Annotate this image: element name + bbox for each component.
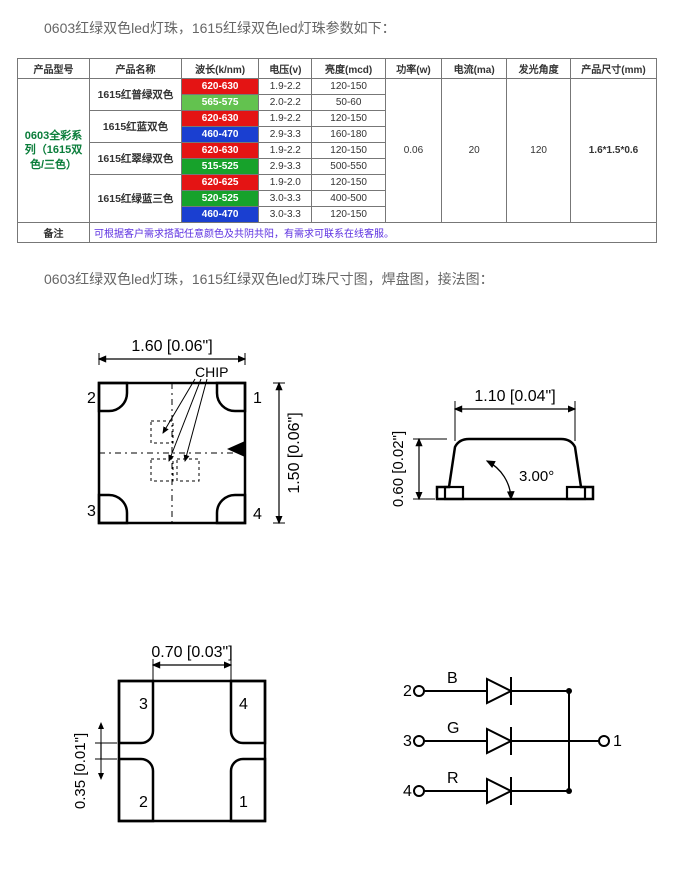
brightness-cell: 120-150 [312,143,385,159]
drawing-footprint: 0.70 [0.03"] 3 4 2 1 0.35 [0.01"] [72,644,265,821]
drawing-circuit: 2 3 4 1 B G R [403,670,622,805]
header-row: 产品型号 产品名称 波长(k/nm) 电压(v) 亮度(mcd) 功率(w) 电… [18,59,657,79]
spec-table: 产品型号 产品名称 波长(k/nm) 电压(v) 亮度(mcd) 功率(w) 电… [17,58,657,243]
product-name: 1615红翠绿双色 [90,143,182,175]
voltage-cell: 1.9-2.2 [259,79,312,95]
fp-width-label: 0.70 [0.03"] [151,644,232,661]
th-angle: 发光角度 [507,59,571,79]
th-name: 产品名称 [90,59,182,79]
angle-cell: 120 [507,79,571,223]
drawing-top-view: 1.60 [0.06"] CHIP 2 3 1 4 [87,338,303,523]
circ-n2: 2 [403,683,412,700]
drawing-side-view: 1.10 [0.04"] 3.00° 0.60 [0.02"] [390,388,593,507]
voltage-cell: 1.9-2.2 [259,143,312,159]
wavelength-cell: 620-630 [182,111,259,127]
fp-gap-label: 0.35 [0.01"] [72,733,89,809]
pin2-label: 2 [87,390,96,407]
voltage-cell: 2.9-3.3 [259,127,312,143]
fp-pin2: 2 [139,794,148,811]
wavelength-cell: 515-525 [182,159,259,175]
wavelength-cell: 460-470 [182,127,259,143]
note-row: 备注可根据客户需求搭配任意颜色及共阴共阳，有需求可联系在线客服。 [18,223,657,243]
th-voltage: 电压(v) [259,59,312,79]
pin4-label: 4 [253,506,262,523]
series-cell: 0603全彩系列（1615双色/三色） [18,79,90,223]
product-name: 1615红蓝双色 [90,111,182,143]
voltage-cell: 2.0-2.2 [259,95,312,111]
size-cell: 1.6*1.5*0.6 [571,79,657,223]
brightness-cell: 120-150 [312,79,385,95]
voltage-cell: 3.0-3.3 [259,191,312,207]
table-row: 0603全彩系列（1615双色/三色）1615红普绿双色620-6301.9-2… [18,79,657,95]
th-brightness: 亮度(mcd) [312,59,385,79]
wavelength-cell: 620-625 [182,175,259,191]
power-cell: 0.06 [385,79,441,223]
wavelength-cell: 460-470 [182,207,259,223]
note-text: 可根据客户需求搭配任意颜色及共阴共阳，有需求可联系在线客服。 [90,223,657,243]
th-model: 产品型号 [18,59,90,79]
fp-pin1: 1 [239,794,248,811]
brightness-cell: 50-60 [312,95,385,111]
brightness-cell: 160-180 [312,127,385,143]
th-current: 电流(ma) [442,59,507,79]
wavelength-cell: 565-575 [182,95,259,111]
side-height-label: 0.60 [0.02"] [390,431,407,507]
brightness-cell: 500-550 [312,159,385,175]
brightness-cell: 120-150 [312,111,385,127]
th-wavelength: 波长(k/nm) [182,59,259,79]
wavelength-cell: 620-630 [182,79,259,95]
th-size: 产品尺寸(mm) [571,59,657,79]
brightness-cell: 120-150 [312,175,385,191]
note-label: 备注 [18,223,90,243]
fp-pin4: 4 [239,696,248,713]
side-width-label: 1.10 [0.04"] [474,388,555,405]
caption-drawings: 0603红绿双色led灯珠，1615红绿双色led灯珠尺寸图，焊盘图，接法图： [44,269,662,289]
circ-n3: 3 [403,733,412,750]
voltage-cell: 3.0-3.3 [259,207,312,223]
wavelength-cell: 520-525 [182,191,259,207]
circ-g: G [447,720,459,737]
top-width-label: 1.60 [0.06"] [131,338,212,355]
brightness-cell: 400-500 [312,191,385,207]
drawings-area: 1.60 [0.06"] CHIP 2 3 1 4 [17,311,657,871]
drawings-svg: 1.60 [0.06"] CHIP 2 3 1 4 [17,311,657,871]
circ-r: R [447,770,459,787]
pin3-label: 3 [87,503,96,520]
brightness-cell: 120-150 [312,207,385,223]
top-height-label: 1.50 [0.06"] [286,412,303,493]
wavelength-cell: 620-630 [182,143,259,159]
chip-label: CHIP [195,364,228,380]
circ-n4: 4 [403,783,412,800]
fp-pin3: 3 [139,696,148,713]
intro-text: 0603红绿双色led灯珠，1615红绿双色led灯珠参数如下： [44,18,662,38]
voltage-cell: 1.9-2.0 [259,175,312,191]
product-name: 1615红普绿双色 [90,79,182,111]
circ-b: B [447,670,458,687]
th-power: 功率(w) [385,59,441,79]
voltage-cell: 1.9-2.2 [259,111,312,127]
current-cell: 20 [442,79,507,223]
product-name: 1615红绿蓝三色 [90,175,182,223]
voltage-cell: 2.9-3.3 [259,159,312,175]
circ-n1: 1 [613,733,622,750]
pin1-label: 1 [253,390,262,407]
side-angle-label: 3.00° [519,468,554,485]
